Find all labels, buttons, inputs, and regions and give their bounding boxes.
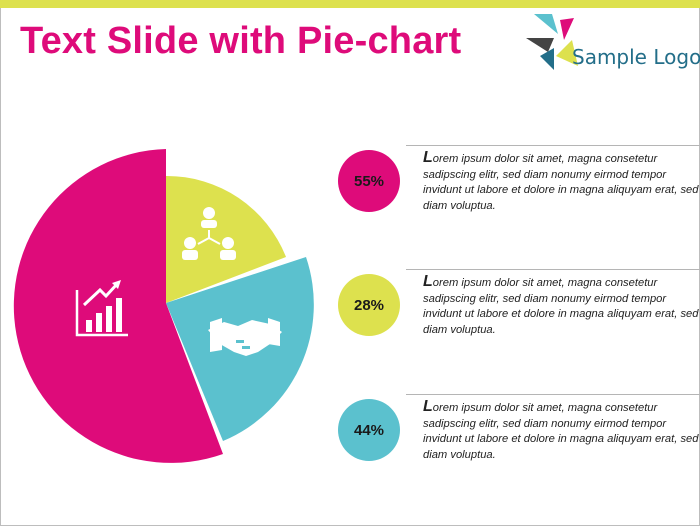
handshake-icon	[208, 318, 282, 356]
body-text: orem ipsum dolor sit amet, magna consete…	[423, 153, 699, 212]
text-block-3: Lorem ipsum dolor sit amet, magna conset…	[406, 394, 700, 463]
team-network-icon	[182, 207, 236, 260]
drop-initial: L	[423, 398, 433, 415]
growth-chart-icon	[75, 280, 128, 337]
body-text: orem ipsum dolor sit amet, magna consete…	[423, 277, 699, 336]
percent-circle-3: 44%	[338, 399, 400, 461]
text-block-2: Lorem ipsum dolor sit amet, magna conset…	[406, 269, 700, 338]
pie-chart	[13, 149, 314, 463]
percent-circle-2: 28%	[338, 274, 400, 336]
body-text: orem ipsum dolor sit amet, magna consete…	[423, 402, 699, 461]
slide-title: Text Slide with Pie-chart	[20, 20, 462, 62]
logo-text: Sample Logo	[572, 45, 700, 69]
drop-initial: L	[423, 273, 433, 290]
top-accent-bar	[0, 0, 700, 8]
logo-mark-icon	[526, 14, 578, 70]
text-block-1: Lorem ipsum dolor sit amet, magna conset…	[406, 145, 700, 214]
percent-circle-1: 55%	[338, 150, 400, 212]
drop-initial: L	[423, 149, 433, 166]
